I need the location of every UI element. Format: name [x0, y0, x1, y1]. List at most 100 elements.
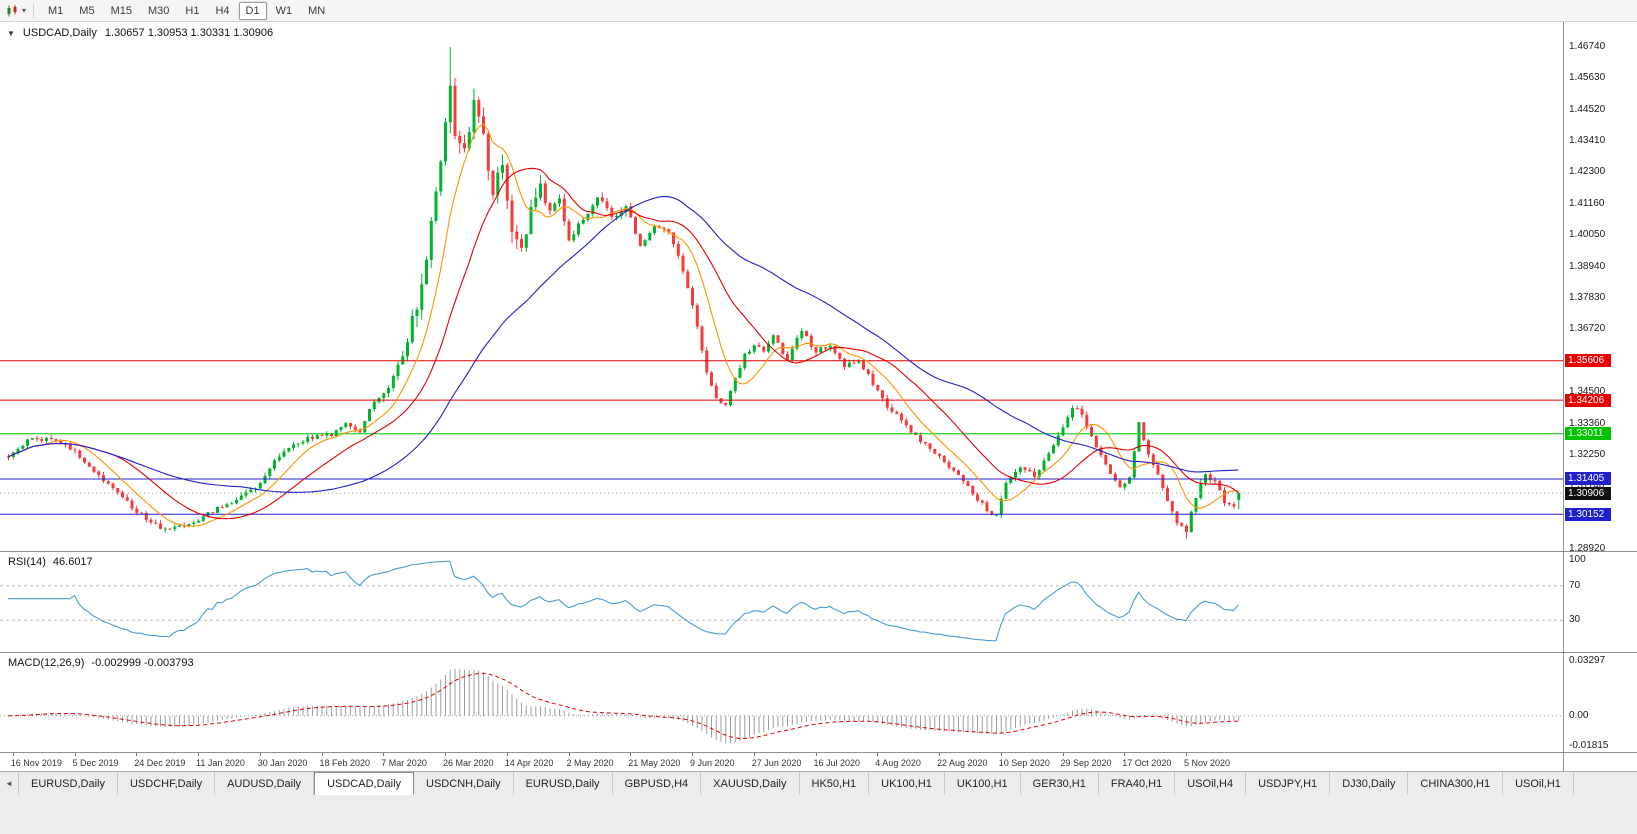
- time-axis[interactable]: 16 Nov 2019 5 Dec 2019 24 Dec 2019 11 Jan 2…: [0, 753, 1563, 771]
- chart-tab-usdjpy-h1[interactable]: USDJPY,H1: [1246, 772, 1331, 795]
- price-axis-label: 1.33360: [1569, 417, 1606, 429]
- time-axis-label: 2 May 2020: [566, 758, 614, 768]
- chart-tab-china300-h1[interactable]: CHINA300,H1: [1408, 772, 1504, 795]
- time-axis-tick: [445, 753, 446, 756]
- macd-panel: 0.03297 0.00 -0.01815 MACD(12,26,9) -0.002…: [0, 653, 1637, 752]
- chart-tab-fra40-h1[interactable]: FRA40,H1: [1098, 772, 1176, 795]
- price-axis-label: 1.38940: [1569, 260, 1606, 272]
- macd-canvas[interactable]: [0, 653, 1563, 752]
- time-axis-tick: [1062, 753, 1064, 756]
- time-axis-tick: [259, 753, 261, 756]
- chart-tab-eurusd-daily[interactable]: EURUSD,Daily: [19, 772, 118, 795]
- time-axis-tick: [136, 753, 138, 756]
- time-axis-label: 10 Sep 2020: [998, 758, 1050, 768]
- price-tag[interactable]: 1.30152: [1565, 507, 1611, 521]
- price-axis-label: 1.40050: [1569, 229, 1606, 241]
- toolbar-separator: [33, 3, 35, 18]
- price-chart-canvas[interactable]: [0, 22, 1563, 551]
- chart-tab-bar: ◄ EURUSD,Daily USDCHF,Daily AUDUSD,Daily US…: [0, 771, 1637, 795]
- price-tag[interactable]: 1.35606: [1565, 354, 1611, 368]
- timeframe-buttons-group: M1 M5 M15 M30 H1 H4 D1 W1 MN: [41, 1, 332, 20]
- time-axis-tick: [939, 753, 940, 756]
- time-axis-label: 16 Jul 2020: [813, 758, 861, 768]
- price-axis-label: 1.43410: [1569, 134, 1606, 146]
- timeframe-button-m1[interactable]: M1: [48, 4, 64, 17]
- chart-type-icon[interactable]: [6, 4, 20, 17]
- time-axis-tick: [383, 753, 385, 756]
- time-axis-label: 9 Jun 2020: [690, 758, 735, 768]
- rsi-indicator-name: RSI(14): [8, 556, 46, 568]
- chart-tab-usdchf-daily[interactable]: USDCHF,Daily: [117, 772, 216, 795]
- panel-divider[interactable]: [0, 551, 1637, 552]
- axis-separator: [1563, 22, 1564, 771]
- chart-tab-eurusd-daily[interactable]: EURUSD,Daily: [513, 772, 613, 795]
- time-axis-tick: [877, 753, 879, 756]
- timeframe-button-h1[interactable]: H1: [185, 4, 200, 17]
- time-axis-label: 24 Dec 2019: [134, 758, 186, 768]
- time-axis-tick: [12, 753, 14, 756]
- chart-tab-hk50-h1[interactable]: HK50,H1: [799, 772, 870, 795]
- price-axis-label: 1.44520: [1569, 103, 1606, 115]
- rsi-axis[interactable]: 100 70 30: [1564, 552, 1637, 652]
- chart-tab-ger30-h1[interactable]: GER30,H1: [1020, 772, 1099, 795]
- time-axis-label: 17 Oct 2020: [1122, 758, 1172, 768]
- panel-divider[interactable]: [0, 752, 1637, 753]
- price-tag[interactable]: 1.34206: [1565, 393, 1611, 407]
- chart-type-dropdown-caret[interactable]: ▾: [22, 6, 27, 15]
- time-axis-label: 11 Jan 2020: [196, 758, 245, 768]
- chart-tabs: EURUSD,Daily USDCHF,Daily AUDUSD,Daily USDC…: [19, 772, 1574, 795]
- time-axis-tick: [568, 753, 570, 756]
- price-axis-label: 1.31140: [1569, 481, 1604, 491]
- time-axis-tick: [815, 753, 817, 756]
- chart-tab-dj30-daily[interactable]: DJ30,Daily: [1330, 772, 1409, 795]
- candlestick-glyph: [7, 4, 17, 16]
- chart-tab-gbpusd-h4[interactable]: GBPUSD,H4: [612, 772, 702, 795]
- panel-divider[interactable]: [0, 652, 1637, 653]
- chart-tab-xauusd-daily[interactable]: XAUUSD,Daily: [701, 772, 800, 795]
- macd-axis-label: -0.01815: [1569, 739, 1609, 751]
- price-axis-label: 1.37830: [1569, 292, 1606, 303]
- price-axis-label: 1.42300: [1569, 166, 1606, 178]
- timeframe-button-h4[interactable]: H4: [215, 4, 230, 17]
- chart-ohlc-values: 1.30657 1.30953 1.30331 1.30906: [104, 27, 274, 39]
- chart-tab-uk100-h1[interactable]: UK100,H1: [944, 772, 1021, 795]
- timeframe-button-mn[interactable]: MN: [308, 4, 326, 17]
- rsi-axis-label: 30: [1569, 614, 1581, 626]
- time-axis-tick: [321, 753, 323, 756]
- timeframe-button-m5[interactable]: M5: [79, 4, 95, 17]
- time-axis-label: 18 Feb 2020: [319, 758, 371, 768]
- rsi-indicator-value: 46.6017: [52, 556, 93, 568]
- chart-tab-usoil-h4[interactable]: USOil,H4: [1175, 772, 1247, 795]
- time-axis-label: 5 Nov 2020: [1184, 758, 1231, 768]
- chart-collapse-icon[interactable]: ▼: [7, 28, 15, 38]
- time-axis-label: 16 Nov 2019: [10, 758, 62, 768]
- timeframe-button-w1[interactable]: W1: [275, 4, 293, 17]
- price-axis-label: 1.36720: [1569, 323, 1606, 335]
- macd-axis-label: 0.00: [1569, 709, 1589, 721]
- timeframe-button-d1[interactable]: D1: [238, 1, 267, 20]
- rsi-canvas[interactable]: [0, 552, 1563, 652]
- price-tag[interactable]: 1.30906: [1565, 486, 1611, 500]
- macd-indicator-name: MACD(12,26,9): [8, 657, 85, 669]
- chart-tab-uk100-h1[interactable]: UK100,H1: [869, 772, 945, 795]
- time-axis-label: 14 Apr 2020: [504, 758, 554, 768]
- macd-axis[interactable]: 0.03297 0.00 -0.01815: [1564, 653, 1637, 752]
- chart-tab-usoil-h1[interactable]: USOil,H1: [1503, 772, 1574, 795]
- timeframe-button-m30[interactable]: M30: [147, 4, 170, 17]
- macd-indicator-values: -0.002999 -0.003793: [91, 657, 194, 669]
- price-axis[interactable]: 1.46740 1.45630 1.44520 1.43410 1.42300 1.411…: [1564, 22, 1637, 551]
- time-axis-tick: [198, 753, 199, 756]
- bottom-strip: [0, 795, 1637, 834]
- chart-tab-audusd-daily[interactable]: AUDUSD,Daily: [215, 772, 315, 795]
- time-axis-tick: [506, 753, 508, 756]
- time-axis-label: 27 Jun 2020: [751, 758, 802, 768]
- price-tag[interactable]: 1.31405: [1565, 472, 1611, 486]
- price-tag[interactable]: 1.33011: [1565, 427, 1611, 441]
- timeframe-button-m15[interactable]: M15: [110, 4, 132, 17]
- chart-tab-usdcad-daily[interactable]: USDCAD,Daily: [314, 772, 415, 795]
- price-axis-label: 1.28920: [1569, 543, 1606, 552]
- price-axis-label: 1.45630: [1569, 72, 1606, 84]
- chart-tab-usdcnh-daily[interactable]: USDCNH,Daily: [414, 772, 514, 795]
- time-axis-label: 26 Mar 2020: [443, 758, 494, 768]
- tab-scroll-left-button[interactable]: ◄: [0, 772, 19, 795]
